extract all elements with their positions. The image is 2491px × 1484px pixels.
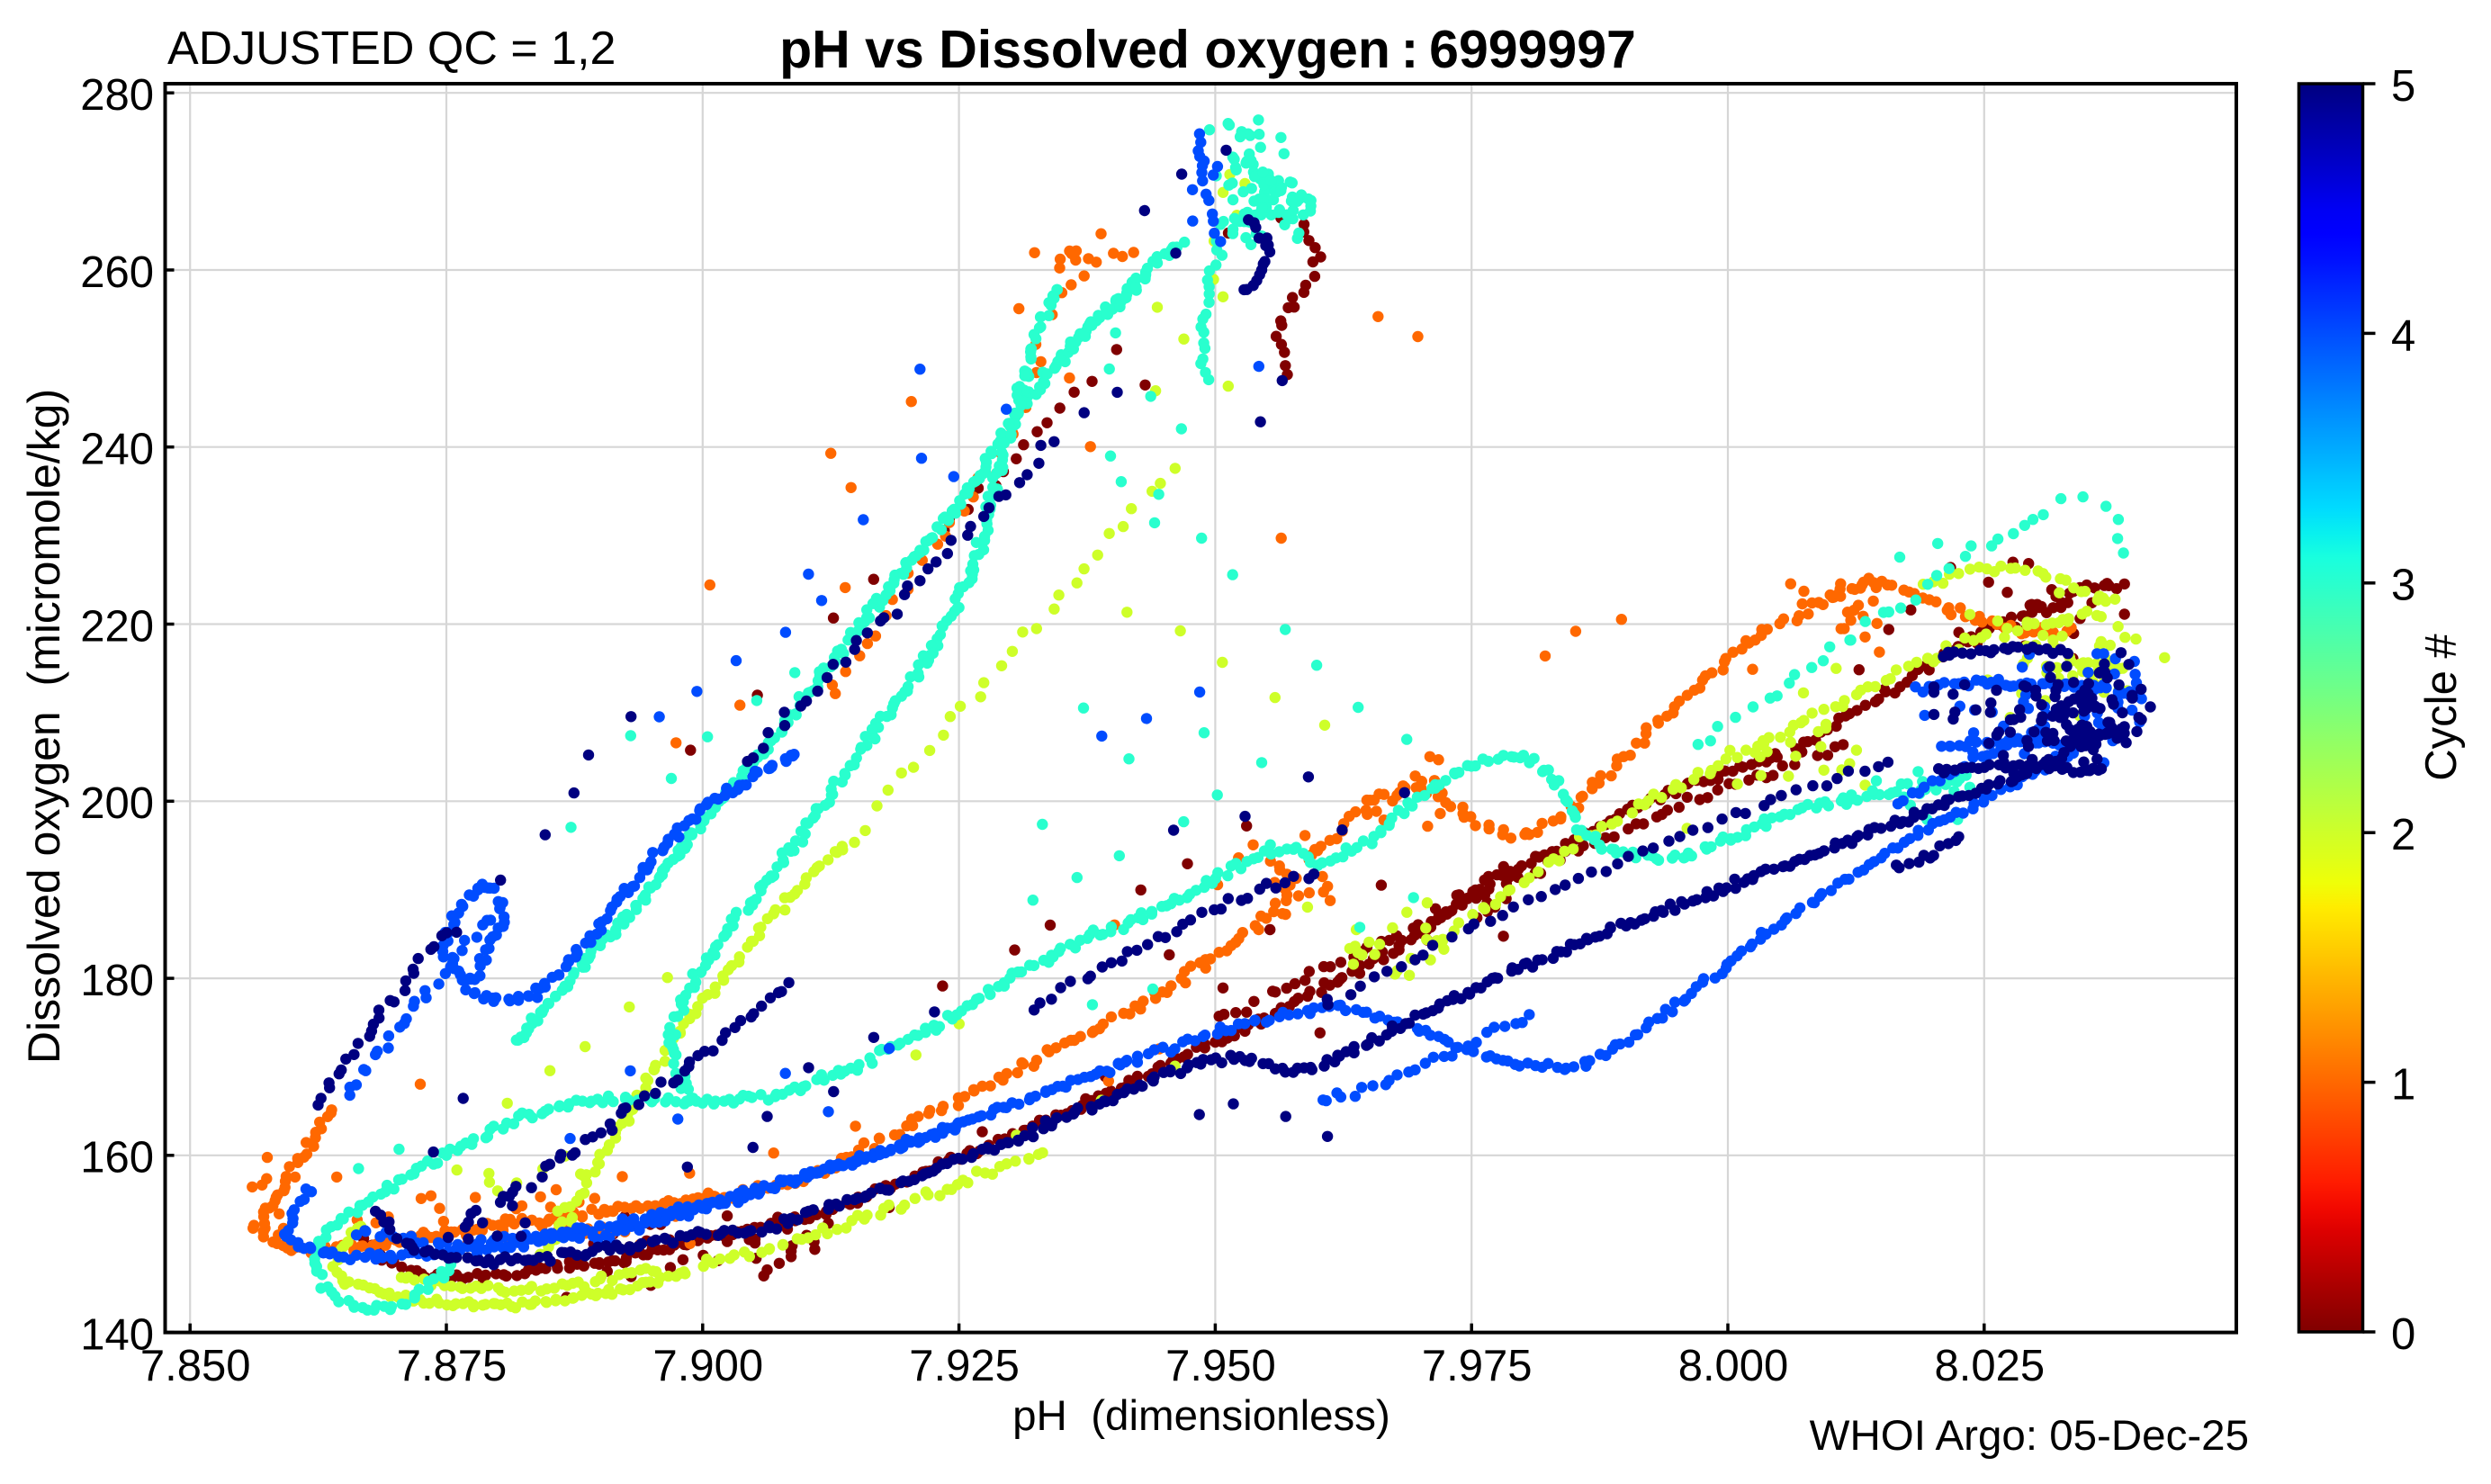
svg-text:280: 280 (80, 71, 154, 120)
svg-text:7.850: 7.850 (140, 1342, 251, 1390)
svg-text:5: 5 (2391, 62, 2415, 111)
svg-text:260: 260 (80, 248, 154, 297)
svg-text:160: 160 (80, 1134, 154, 1183)
svg-text:1: 1 (2391, 1061, 2415, 1110)
svg-text:8.000: 8.000 (1678, 1342, 1789, 1390)
svg-text:3: 3 (2391, 562, 2415, 610)
svg-text:Cycle #: Cycle # (2417, 634, 2466, 781)
svg-text:140: 140 (80, 1311, 154, 1360)
svg-text:200: 200 (80, 779, 154, 828)
svg-text:Dissolved oxygen (micromole/k: Dissolved oxygen (micromole/kg) (19, 389, 69, 1064)
svg-text:4: 4 (2391, 311, 2415, 360)
svg-text:8.025: 8.025 (1934, 1342, 2045, 1390)
svg-text:7.875: 7.875 (397, 1342, 508, 1390)
svg-text:pH (dimensionless): pH (dimensionless) (1012, 1392, 1390, 1440)
svg-text:pH vs Dissolved oxygen : 69999: pH vs Dissolved oxygen : 6999997 (779, 20, 1636, 79)
svg-text:2: 2 (2391, 811, 2415, 859)
svg-text:7.925: 7.925 (909, 1342, 1020, 1390)
svg-text:180: 180 (80, 957, 154, 1005)
svg-text:ADJUSTED QC = 1,2: ADJUSTED QC = 1,2 (167, 22, 616, 75)
svg-text:7.975: 7.975 (1422, 1342, 1533, 1390)
svg-text:240: 240 (80, 426, 154, 474)
svg-text:WHOI Argo: 05-Dec-25: WHOI Argo: 05-Dec-25 (1810, 1412, 2249, 1460)
svg-text:7.950: 7.950 (1165, 1342, 1276, 1390)
svg-text:0: 0 (2391, 1310, 2415, 1359)
svg-text:220: 220 (80, 602, 154, 651)
svg-text:7.900: 7.900 (652, 1342, 763, 1390)
